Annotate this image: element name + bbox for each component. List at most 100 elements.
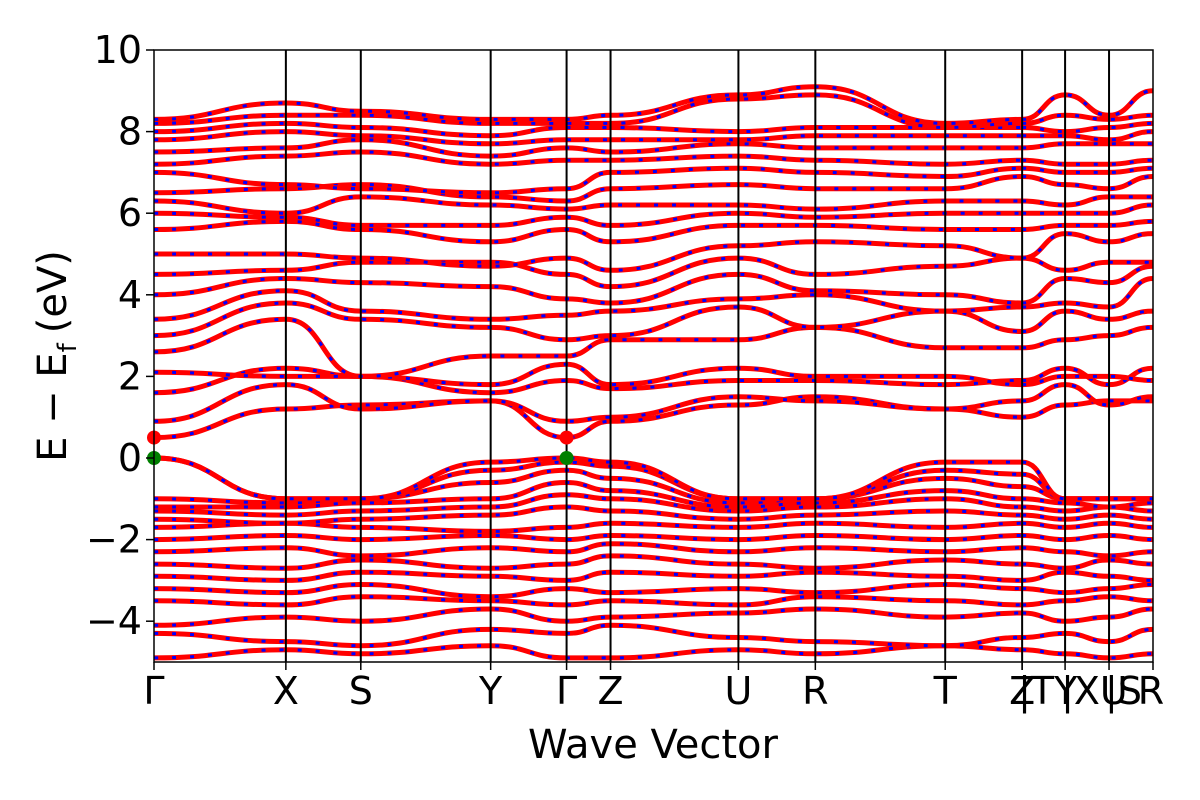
- band-dash: [154, 150, 1153, 166]
- band-8: [154, 532, 1153, 543]
- y-axis-ticks: −4 −2 0 2 4 6 8 10: [86, 28, 154, 643]
- band-dash: [154, 505, 1153, 525]
- band-4: [154, 581, 1153, 600]
- band-dash: [154, 85, 1153, 125]
- x-tick-label: X: [273, 669, 299, 713]
- band-2: [154, 606, 1153, 628]
- x-tick-label: |S: [1105, 669, 1142, 714]
- band-dash: [154, 607, 1153, 627]
- y-axis-title-sub: f: [53, 342, 83, 352]
- band-dash: [154, 623, 1153, 648]
- x-tick-label: Y: [478, 669, 503, 713]
- y-axis-title: E − Ef (eV): [30, 250, 83, 462]
- band-line: [154, 455, 1153, 502]
- band-dash: [154, 595, 1153, 607]
- band-32: [154, 137, 1153, 159]
- y-tick-label: 6: [118, 191, 142, 235]
- y-tick-label: 2: [118, 354, 142, 398]
- x-tick-label: Γ: [143, 669, 164, 713]
- band-36: [154, 84, 1153, 126]
- band-1: [154, 622, 1153, 649]
- band-dash: [154, 644, 1153, 660]
- band-21: [154, 300, 1153, 343]
- band-12: [154, 479, 1153, 510]
- band-dash: [154, 166, 1153, 195]
- band-dash: [154, 570, 1153, 582]
- x-tick-label: Z: [598, 669, 624, 713]
- band-25: [154, 231, 1153, 273]
- band-15: [154, 455, 1153, 502]
- band-dash: [154, 121, 1153, 138]
- x-tick-label: S: [349, 669, 373, 713]
- band-34: [154, 120, 1153, 139]
- band-dash: [154, 493, 1153, 517]
- band-dash: [154, 554, 1153, 570]
- band-20: [154, 316, 1153, 379]
- band-dash: [154, 317, 1153, 378]
- band-dash: [154, 521, 1153, 533]
- band-17: [154, 382, 1153, 424]
- x-tick-label: T: [933, 669, 958, 713]
- x-tick-label: |XU: [1061, 669, 1128, 714]
- band-dash: [154, 138, 1153, 158]
- band-30: [154, 165, 1153, 196]
- band-dash: [154, 93, 1153, 130]
- band-line: [154, 382, 1153, 424]
- band-dash: [154, 366, 1153, 395]
- band-dash: [154, 256, 1153, 289]
- band-7: [154, 541, 1153, 559]
- band-6: [154, 553, 1153, 571]
- band-0: [154, 643, 1153, 661]
- band-33: [154, 129, 1153, 147]
- y-tick-label: 4: [118, 273, 142, 317]
- band-24: [154, 255, 1153, 290]
- band-27: [154, 202, 1153, 228]
- band-line: [154, 276, 1153, 322]
- plot-frame: [153, 49, 1154, 663]
- band-22: [154, 276, 1153, 322]
- band-5: [154, 569, 1153, 583]
- x-tick-label: Z: [1009, 669, 1035, 713]
- y-tick-label: 8: [118, 110, 142, 154]
- bands-layer: [154, 84, 1153, 661]
- band-dash: [154, 480, 1153, 509]
- band-10: [154, 504, 1153, 526]
- band-28: [154, 194, 1153, 216]
- y-tick-label: −2: [86, 518, 142, 562]
- y-axis-title-unit: (eV): [30, 250, 76, 333]
- band-dash: [154, 203, 1153, 227]
- band-3: [154, 594, 1153, 608]
- kpath-lines: [284, 50, 1111, 662]
- y-axis-title-main: E − E: [30, 352, 76, 462]
- band-31: [154, 149, 1153, 167]
- band-dash: [154, 533, 1153, 542]
- band-9: [154, 520, 1153, 534]
- x-tick-label: |TY: [1018, 669, 1078, 714]
- x-axis-ticks: Γ X S Y Γ Z U R T Z|TY|XU|SR: [143, 662, 1164, 714]
- cbm-marker: [559, 430, 574, 445]
- band-dash: [154, 582, 1153, 599]
- band-dash: [154, 362, 1153, 387]
- band-dash: [154, 232, 1153, 272]
- band-dash: [154, 542, 1153, 558]
- band-23: [154, 263, 1153, 306]
- x-tick-label: Γ: [556, 669, 577, 713]
- y-tick-label: −4: [86, 599, 142, 643]
- vbm-marker: [559, 451, 574, 465]
- x-tick-label: R: [1138, 669, 1164, 713]
- x-tick-label: U: [725, 669, 753, 713]
- x-tick-label: R: [802, 669, 828, 713]
- band-19: [154, 361, 1153, 388]
- band-35: [154, 92, 1153, 131]
- y-tick-label: 10: [94, 28, 142, 72]
- band-dash: [154, 264, 1153, 305]
- band-dash: [154, 130, 1153, 146]
- x-axis-title: Wave Vector: [528, 722, 779, 768]
- band-dash: [154, 219, 1153, 244]
- band-11: [154, 492, 1153, 518]
- band-dash: [154, 195, 1153, 215]
- y-tick-label: 0: [118, 436, 142, 480]
- band-26: [154, 218, 1153, 245]
- band-line: [154, 300, 1153, 343]
